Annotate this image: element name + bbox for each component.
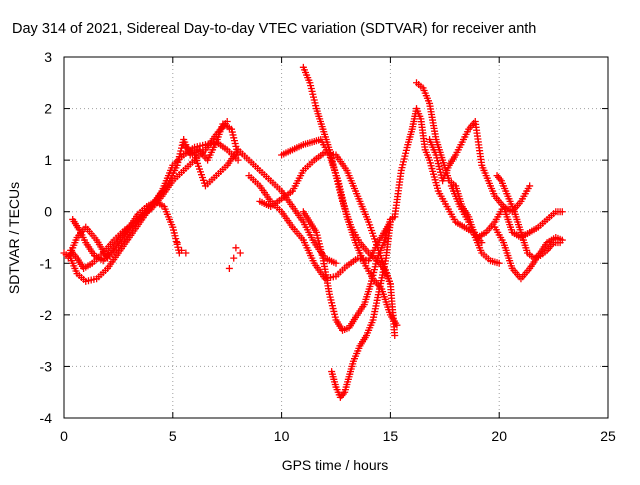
data-point (558, 208, 566, 216)
axis-ticks: 0 5 10 15 20 25 -4 -3 -2 -1 0 1 2 3 (40, 49, 616, 444)
data-point (178, 246, 186, 254)
y-tick-label: 1 (44, 152, 52, 168)
y-tick-label: 2 (44, 101, 52, 117)
data-point (230, 254, 238, 262)
y-tick-label: -4 (40, 410, 53, 426)
y-tick-label: -3 (40, 358, 53, 374)
x-tick-label: 10 (274, 428, 290, 444)
data-point (393, 321, 401, 329)
data-point (182, 249, 190, 257)
data-point (495, 259, 503, 267)
plot-frame (63, 56, 609, 419)
data-point (556, 239, 564, 247)
y-tick-label: -1 (40, 255, 53, 271)
data-point (526, 182, 534, 190)
y-tick-label: 0 (44, 204, 52, 220)
chart-title: Day 314 of 2021, Sidereal Day-to-day VTE… (12, 21, 536, 37)
x-axis-label: GPS time / hours (282, 457, 389, 473)
y-axis-label: SDTVAR / TECUs (6, 182, 22, 294)
data-point (225, 264, 233, 272)
data-points (60, 63, 566, 401)
x-tick-label: 15 (383, 428, 399, 444)
data-point (391, 331, 399, 339)
x-tick-label: 0 (60, 428, 68, 444)
x-tick-label: 20 (491, 428, 507, 444)
data-point (173, 239, 181, 247)
data-point (386, 218, 394, 226)
y-tick-label: -2 (40, 307, 53, 323)
x-tick-label: 5 (169, 428, 177, 444)
data-point (236, 249, 244, 257)
y-tick-label: 3 (44, 49, 52, 65)
data-point (386, 280, 394, 288)
grid-layer (64, 57, 608, 418)
data-point (332, 259, 340, 267)
x-tick-label: 25 (600, 428, 616, 444)
data-point (232, 244, 240, 252)
